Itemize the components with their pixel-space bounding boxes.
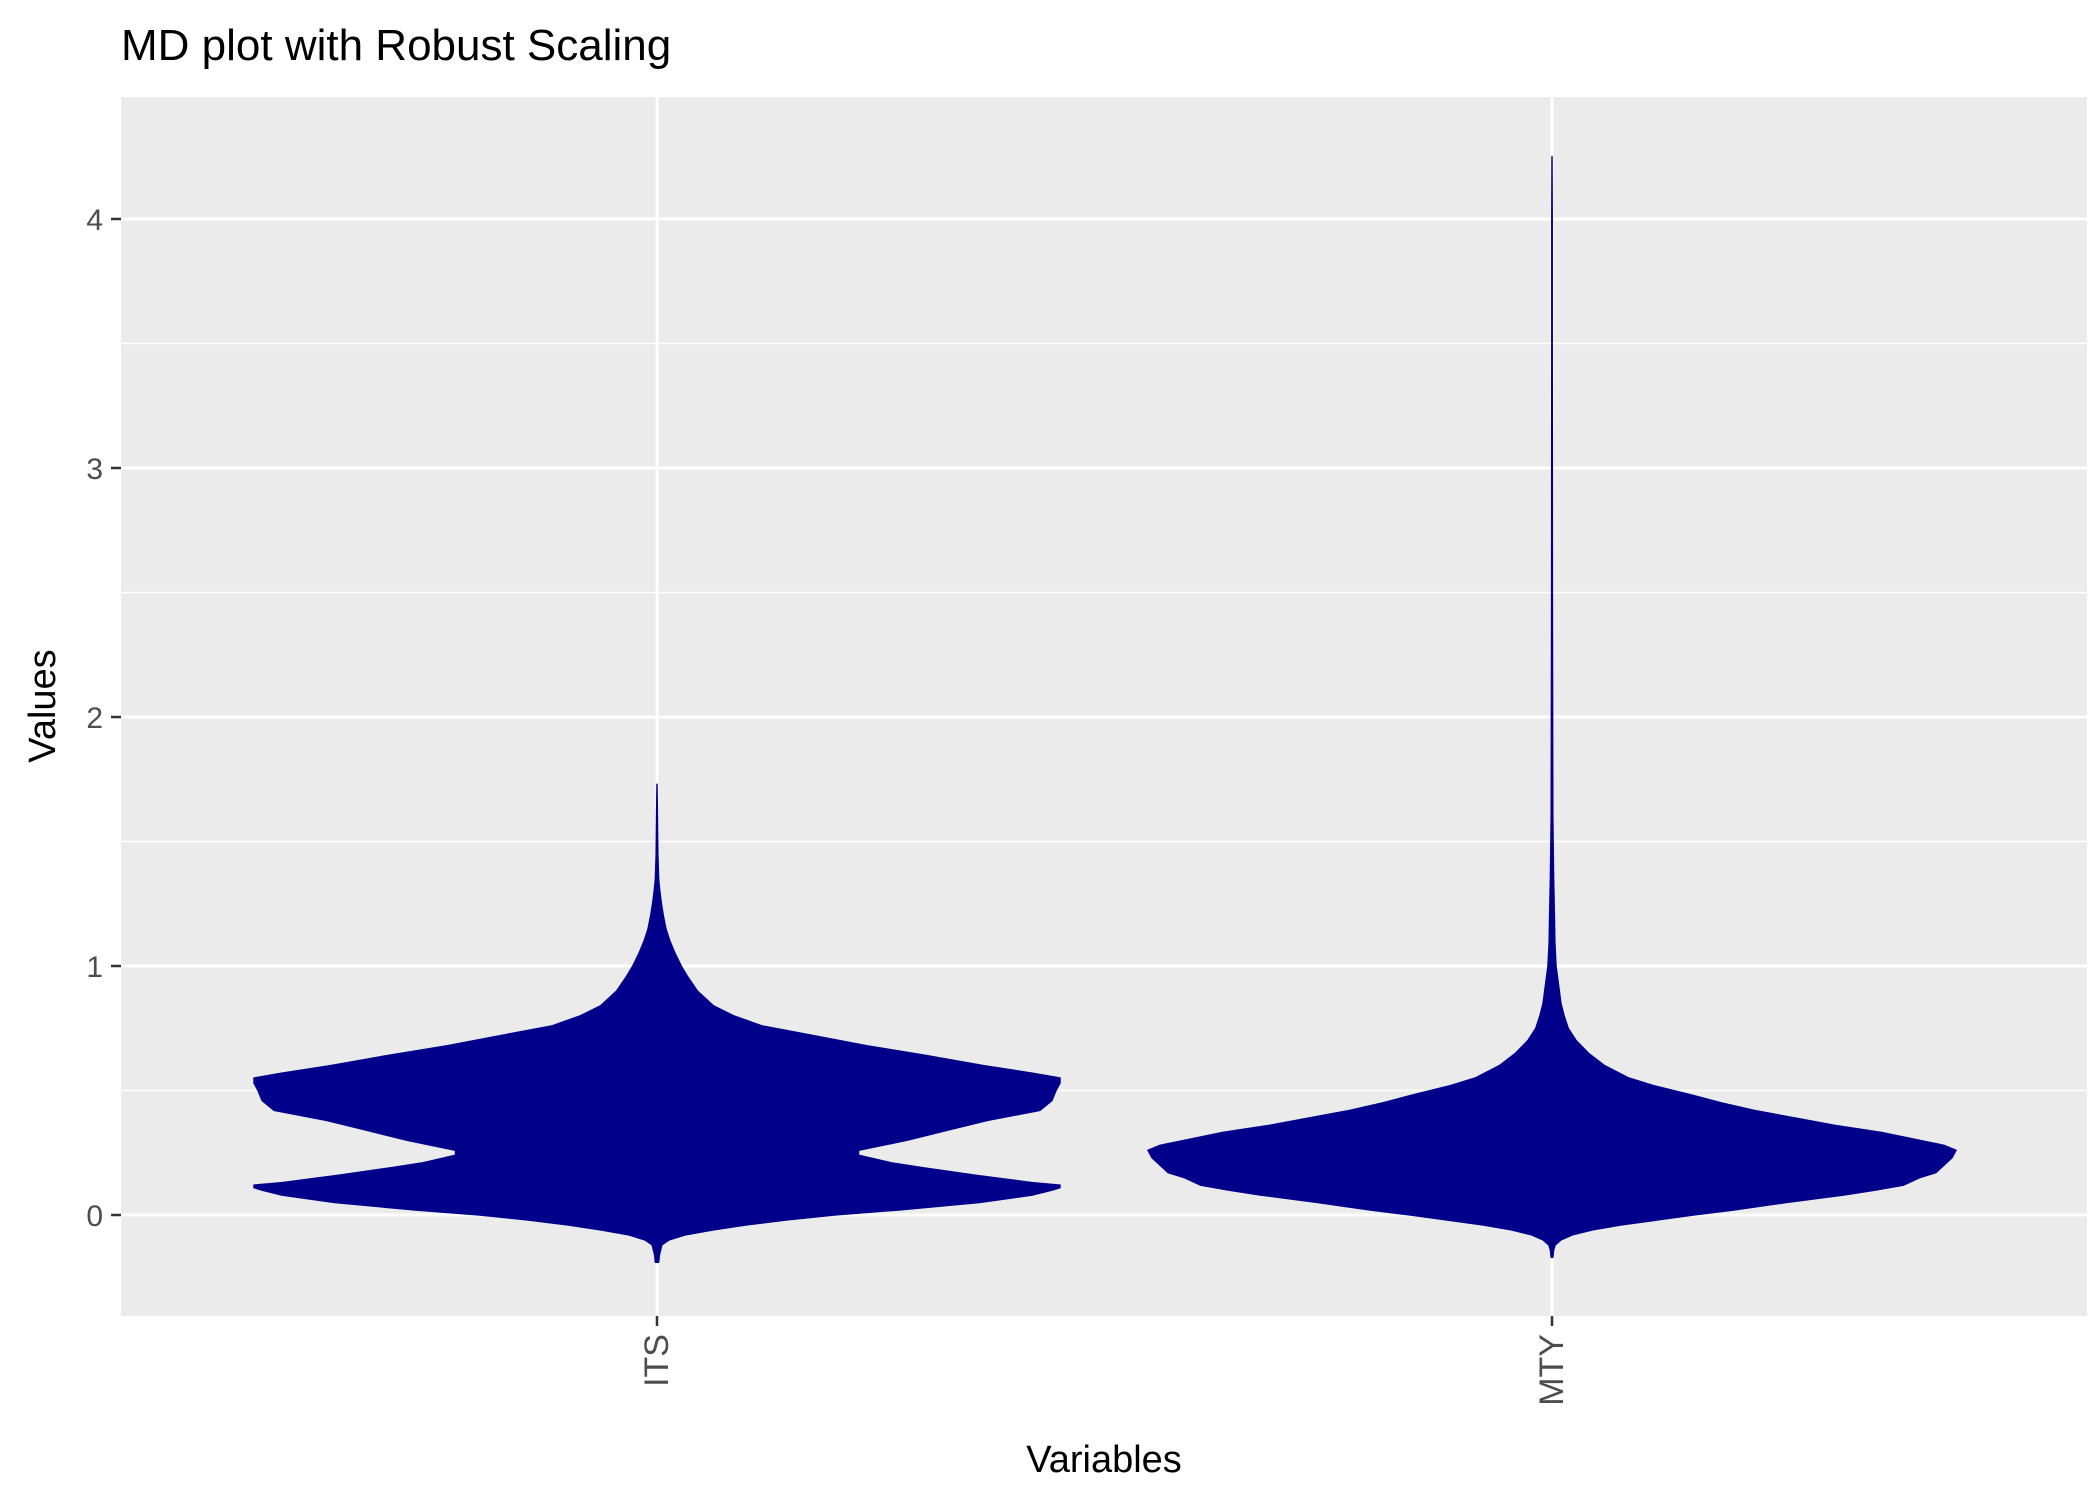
violin-mty [1147,156,1957,1259]
y-tick-label: 2 [86,702,103,735]
y-axis-title: Values [22,649,64,762]
y-tick-label: 0 [86,1200,103,1233]
x-tick-label-mty: MTY [1533,1334,1571,1406]
y-tick-label: 1 [86,951,103,984]
violin-layer [253,156,1957,1264]
y-axis: 0 1 2 3 4 [86,204,121,1233]
y-tick-label: 4 [86,204,103,237]
x-tick-label-its: ITS [638,1334,676,1387]
violin-its [253,783,1061,1264]
x-axis-title: Variables [1026,1439,1182,1481]
chart-title: MD plot with Robust Scaling [121,21,671,70]
x-axis: ITS MTY [638,1316,1571,1406]
y-tick-label: 3 [86,453,103,486]
